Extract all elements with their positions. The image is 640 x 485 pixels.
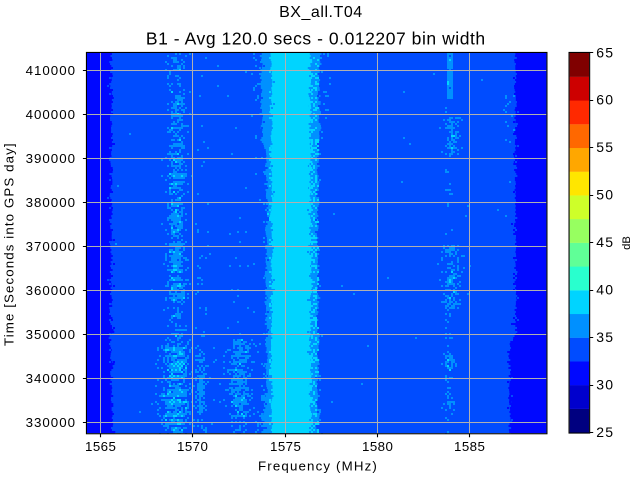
svg-text:60: 60 [596,92,614,108]
svg-text:50: 50 [596,187,614,203]
svg-text:380000: 380000 [26,195,76,210]
svg-text:1570: 1570 [177,439,208,454]
svg-text:350000: 350000 [26,327,76,342]
svg-text:1575: 1575 [270,439,301,454]
svg-text:65: 65 [596,44,614,60]
svg-text:330000: 330000 [26,415,76,430]
svg-text:dB: dB [621,236,633,250]
svg-text:390000: 390000 [26,151,76,166]
svg-text:1585: 1585 [454,439,485,454]
svg-text:40: 40 [596,281,614,297]
svg-text:410000: 410000 [26,63,76,78]
svg-text:360000: 360000 [26,283,76,298]
svg-text:400000: 400000 [26,107,76,122]
svg-text:1565: 1565 [85,439,116,454]
svg-text:30: 30 [596,376,614,392]
svg-text:B1 - Avg 120.0 secs - 0.012207: B1 - Avg 120.0 secs - 0.012207 bin width [146,28,486,48]
svg-text:45: 45 [596,234,614,250]
svg-text:Time [Seconds into GPS day]: Time [Seconds into GPS day] [2,142,17,346]
svg-text:340000: 340000 [26,371,76,386]
svg-text:1580: 1580 [362,439,393,454]
svg-text:Frequency (MHz): Frequency (MHz) [258,458,378,473]
svg-text:35: 35 [596,329,614,345]
svg-text:370000: 370000 [26,239,76,254]
svg-text:25: 25 [596,424,614,440]
svg-text:BX_all.T04: BX_all.T04 [279,4,363,21]
svg-text:55: 55 [596,139,614,155]
